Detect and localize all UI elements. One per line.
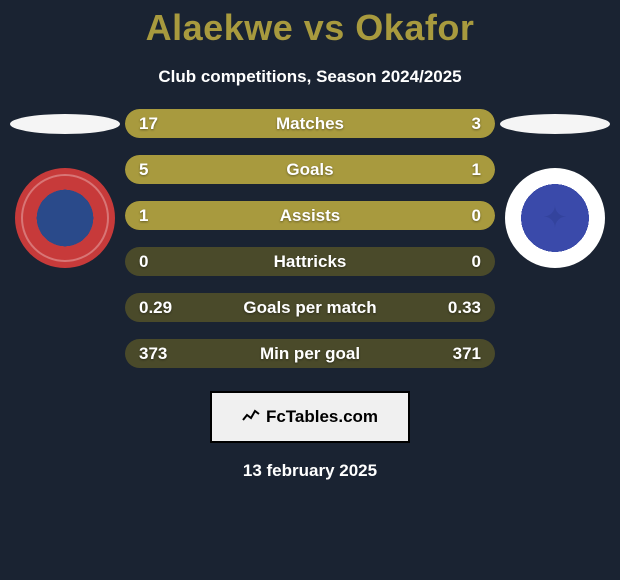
- brand-text: FcTables.com: [266, 407, 378, 427]
- date-label: 13 february 2025: [0, 461, 620, 481]
- bar-right: [432, 155, 495, 184]
- stat-label: Goals: [286, 160, 333, 180]
- chart-icon: [242, 408, 260, 427]
- stat-row-goals-per-match: 0.29 Goals per match 0.33: [125, 293, 495, 322]
- stat-label: Min per goal: [260, 344, 360, 364]
- stat-label: Matches: [276, 114, 344, 134]
- main-row: 17 Matches 3 5 Goals 1 1 Assists 0: [0, 109, 620, 368]
- stat-label: Goals per match: [243, 298, 376, 318]
- stat-value-right: 1: [472, 160, 481, 180]
- stat-value-left: 17: [139, 114, 158, 134]
- stat-value-left: 373: [139, 344, 167, 364]
- stat-row-goals: 5 Goals 1: [125, 155, 495, 184]
- flag-left-icon: [10, 114, 120, 134]
- stat-value-right: 0.33: [448, 298, 481, 318]
- bar-right: [440, 109, 496, 138]
- stats-list: 17 Matches 3 5 Goals 1 1 Assists 0: [125, 109, 495, 368]
- stat-value-left: 1: [139, 206, 148, 226]
- stat-value-right: 3: [472, 114, 481, 134]
- stat-value-right: 371: [453, 344, 481, 364]
- stat-row-hattricks: 0 Hattricks 0: [125, 247, 495, 276]
- team-logo-left-icon: [15, 168, 115, 268]
- stat-value-right: 0: [472, 252, 481, 272]
- stat-row-assists: 1 Assists 0: [125, 201, 495, 230]
- comparison-card: Alaekwe vs Okafor Club competitions, Sea…: [0, 0, 620, 481]
- flag-right-icon: [500, 114, 610, 134]
- stat-row-min-per-goal: 373 Min per goal 371: [125, 339, 495, 368]
- page-title: Alaekwe vs Okafor: [0, 7, 620, 49]
- right-side: [495, 109, 615, 268]
- stat-label: Assists: [280, 206, 340, 226]
- stat-row-matches: 17 Matches 3: [125, 109, 495, 138]
- stat-value-left: 0: [139, 252, 148, 272]
- stat-label: Hattricks: [274, 252, 347, 272]
- left-side: [5, 109, 125, 268]
- bar-left: [125, 155, 432, 184]
- subtitle: Club competitions, Season 2024/2025: [0, 67, 620, 87]
- team-logo-right-icon: [505, 168, 605, 268]
- stat-value-left: 5: [139, 160, 148, 180]
- stat-value-right: 0: [472, 206, 481, 226]
- brand-badge[interactable]: FcTables.com: [210, 391, 410, 443]
- stat-value-left: 0.29: [139, 298, 172, 318]
